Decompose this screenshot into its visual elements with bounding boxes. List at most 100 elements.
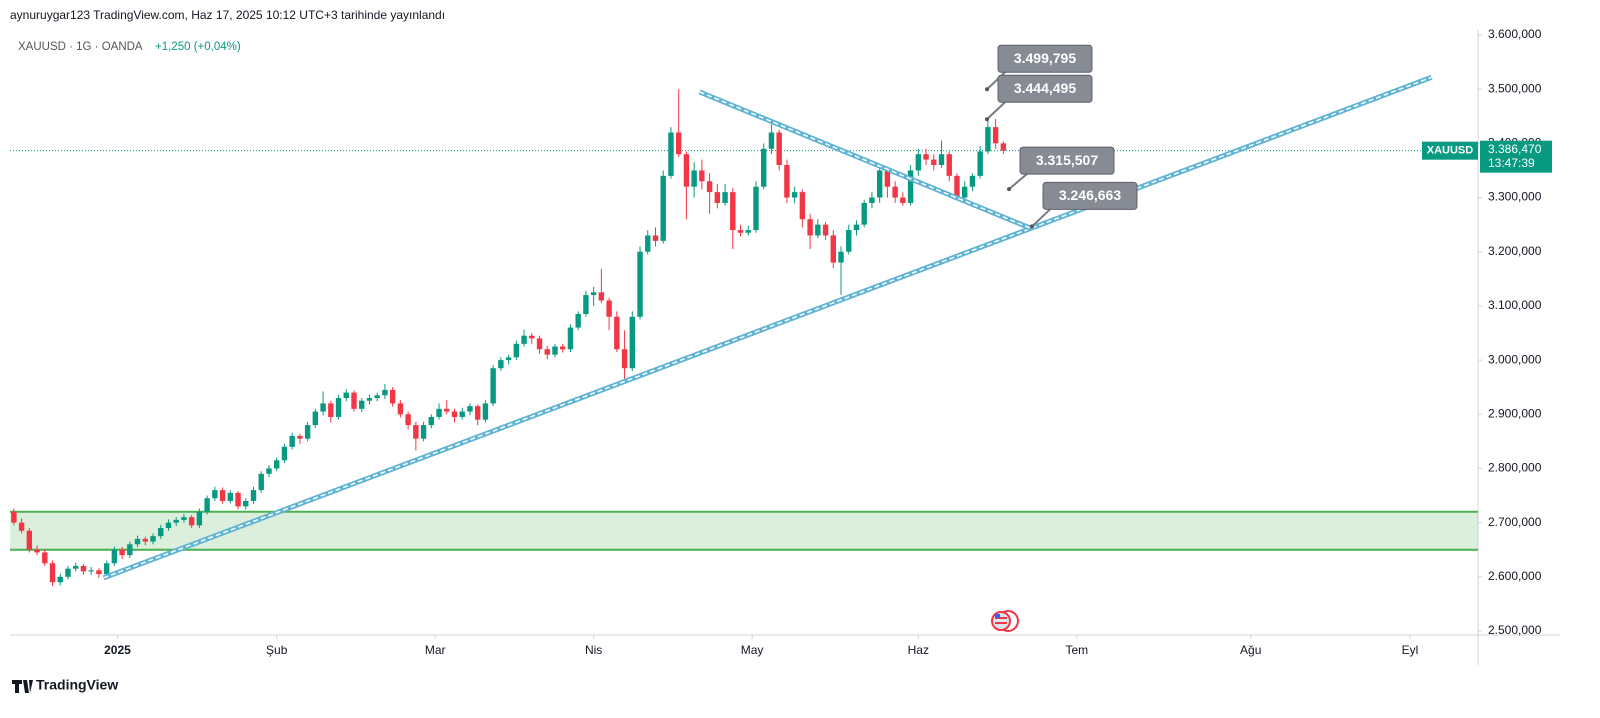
candle-body bbox=[490, 368, 496, 404]
candle-body bbox=[985, 127, 991, 152]
annotation-dot bbox=[1030, 224, 1034, 229]
candle-body bbox=[737, 230, 744, 233]
candle-body bbox=[784, 165, 790, 198]
candle-body bbox=[761, 148, 767, 187]
candle-body bbox=[297, 435, 303, 439]
candle-body bbox=[343, 392, 349, 399]
trendline-inner bbox=[103, 76, 1432, 579]
candle-body bbox=[846, 230, 852, 252]
candle-body bbox=[405, 414, 411, 426]
candle-body bbox=[312, 411, 319, 426]
candle-body bbox=[498, 360, 504, 369]
candle-body bbox=[923, 154, 929, 160]
candle-body bbox=[374, 395, 380, 399]
brand-name: TradingView bbox=[36, 677, 118, 693]
candle-body bbox=[683, 154, 690, 187]
y-tick-label: 3.300,000 bbox=[1488, 190, 1542, 204]
published: aynuruygar123 TradingView.com, Haz 17, 2… bbox=[10, 8, 445, 22]
candle-body bbox=[753, 186, 759, 231]
candle-body bbox=[583, 295, 589, 315]
annotation-pointer bbox=[1008, 172, 1029, 190]
candle-body bbox=[11, 511, 17, 523]
candle-body bbox=[127, 544, 133, 556]
candle-body bbox=[822, 224, 829, 236]
candle-body bbox=[505, 357, 512, 361]
candle-body bbox=[1000, 143, 1007, 151]
candle-body bbox=[165, 522, 172, 529]
candle-body bbox=[119, 549, 125, 556]
annotation-label: 3.246,663 bbox=[1059, 187, 1121, 203]
candle-body bbox=[26, 530, 33, 550]
candle-body bbox=[730, 192, 736, 231]
candle-body bbox=[142, 538, 148, 542]
candle-body bbox=[289, 435, 295, 447]
annotation-box bbox=[1019, 146, 1115, 175]
event-icon bbox=[991, 610, 1019, 632]
x-tick-label: Mar bbox=[425, 643, 446, 657]
candle-body bbox=[699, 170, 705, 182]
candle-body bbox=[668, 132, 674, 176]
price-badge-label: 3.386,470 bbox=[1488, 142, 1542, 156]
x-tick-label: Ağu bbox=[1240, 643, 1261, 657]
candle-body bbox=[791, 192, 798, 198]
x-tick-label: Nis bbox=[585, 643, 602, 657]
candle-body bbox=[482, 403, 489, 420]
candle-body bbox=[103, 563, 110, 575]
candle-body bbox=[204, 498, 210, 512]
annotation-pointer bbox=[986, 70, 1007, 91]
candle-body bbox=[876, 170, 883, 198]
annotation-box bbox=[1042, 181, 1138, 210]
candle-body bbox=[219, 490, 226, 501]
candle-body bbox=[675, 132, 682, 155]
candle-body bbox=[992, 127, 999, 144]
candle-body bbox=[938, 154, 945, 166]
candle-body bbox=[258, 473, 264, 491]
candle-body bbox=[451, 411, 458, 417]
candle-body bbox=[65, 568, 71, 577]
candle-body bbox=[807, 219, 813, 236]
y-tick-label: 3.200,000 bbox=[1488, 244, 1542, 258]
x-tick-label: Tem bbox=[1065, 643, 1088, 657]
candle-body bbox=[560, 346, 566, 350]
candle-body bbox=[420, 425, 427, 439]
trendline-inner bbox=[699, 91, 1030, 229]
candle-body bbox=[660, 175, 666, 241]
candle-body bbox=[915, 154, 922, 171]
annotation-label: 3.315,507 bbox=[1036, 152, 1098, 168]
candle-body bbox=[351, 392, 357, 409]
candle-body bbox=[977, 151, 983, 176]
x-tick-label: May bbox=[741, 643, 764, 657]
annotation-label: 3.499,795 bbox=[1014, 50, 1076, 66]
y-tick-label: 3.500,000 bbox=[1488, 81, 1542, 95]
x-tick-label: 2025 bbox=[104, 643, 131, 657]
candle-body bbox=[111, 549, 118, 564]
x-tick-label: Haz bbox=[908, 643, 929, 657]
candle-body bbox=[235, 492, 241, 507]
candle-body bbox=[954, 175, 960, 198]
y-tick-label: 2.600,000 bbox=[1488, 569, 1542, 583]
candle-body bbox=[900, 197, 906, 203]
candle-body bbox=[389, 389, 396, 404]
candle-body bbox=[444, 408, 450, 412]
brand bbox=[12, 680, 33, 693]
candle-body bbox=[544, 349, 550, 355]
candle-body bbox=[536, 338, 543, 350]
y-tick-label: 3.100,000 bbox=[1488, 298, 1542, 312]
candle-body bbox=[706, 181, 713, 193]
candle-body bbox=[884, 170, 891, 187]
candle-body bbox=[869, 197, 875, 203]
candle-body bbox=[853, 224, 860, 231]
candle-body bbox=[212, 490, 218, 499]
candle-body bbox=[637, 251, 643, 317]
candle-body bbox=[691, 170, 697, 187]
annotation-pointer bbox=[986, 100, 1007, 120]
candle-body bbox=[529, 335, 535, 339]
candle-body bbox=[173, 519, 179, 523]
annotation-box bbox=[997, 74, 1093, 103]
candle-body bbox=[513, 343, 520, 358]
candle-body bbox=[629, 316, 635, 369]
candle-body bbox=[815, 224, 821, 236]
y-tick-label: 2.500,000 bbox=[1488, 623, 1542, 637]
